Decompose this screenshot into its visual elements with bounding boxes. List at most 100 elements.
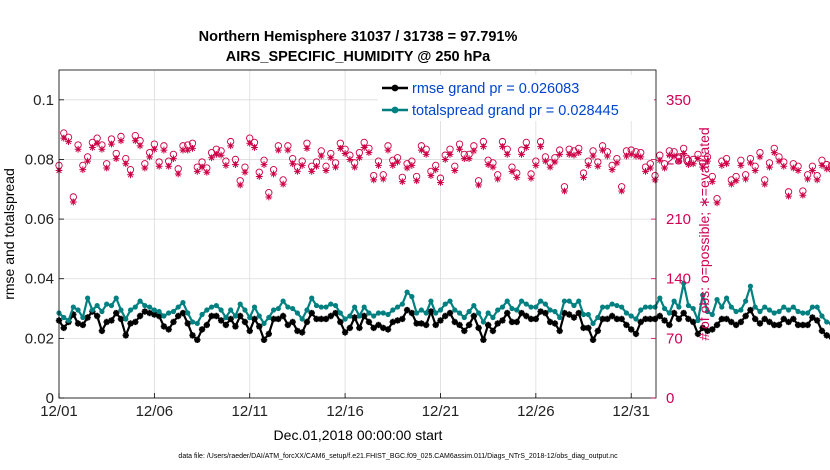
totalspread-point	[523, 301, 529, 307]
totalspread-point	[213, 302, 219, 309]
rmse-point	[556, 327, 563, 335]
rmse-point	[313, 315, 320, 323]
totalspread-point	[776, 308, 782, 315]
rmse-point	[375, 321, 382, 329]
rmse-point	[699, 324, 706, 332]
rmse-point	[189, 332, 196, 339]
rmse-point	[294, 327, 301, 335]
totalspread-point	[232, 313, 239, 319]
obs-evaluated-point	[575, 149, 583, 157]
rmse-point	[780, 315, 787, 323]
obs-evaluated-point	[198, 163, 206, 171]
totalspread-point	[366, 310, 372, 316]
rmse-point	[155, 312, 163, 320]
obs-evaluated-point	[532, 162, 540, 169]
totalspread-point	[819, 313, 825, 319]
totalspread-point	[571, 302, 577, 309]
obs-evaluated-point	[274, 146, 282, 154]
rmse-point	[270, 315, 277, 323]
obs-evaluated-point	[680, 150, 688, 157]
totalspread-point	[218, 307, 224, 313]
obs-evaluated-point	[179, 146, 187, 154]
totalspread-point	[399, 301, 405, 307]
obs-evaluated-point	[661, 164, 668, 172]
obs-evaluated-point	[346, 156, 354, 163]
totalspread-point	[275, 305, 281, 312]
totalspread-point	[771, 310, 777, 316]
totalspread-point	[542, 301, 548, 307]
totalspread-point	[151, 307, 157, 313]
rmse-point	[98, 327, 106, 335]
totalspread-point	[695, 317, 701, 324]
obs-evaluated-point	[246, 139, 254, 147]
x-tick-label: 12/21	[422, 403, 460, 420]
obs-evaluated-point	[313, 162, 320, 170]
rmse-point	[751, 315, 759, 323]
obs-evaluated-point	[227, 142, 235, 150]
obs-evaluated-point	[818, 162, 826, 169]
rmse-point	[222, 321, 230, 329]
obs-evaluated-point	[165, 162, 173, 170]
obs-evaluated-point	[561, 187, 568, 195]
rmse-point	[666, 321, 673, 329]
totalspread-point	[700, 292, 706, 298]
x-tick-label: 12/31	[612, 403, 650, 420]
totalspread-point	[633, 316, 639, 322]
obs-evaluated-point	[117, 137, 125, 145]
obs-evaluated-point	[518, 150, 525, 158]
totalspread-point	[676, 304, 682, 310]
rmse-point	[170, 318, 177, 326]
totalspread-point	[104, 301, 110, 307]
rmse-point	[737, 318, 745, 326]
obs-evaluated-point	[193, 167, 201, 175]
obs-evaluated-point	[289, 160, 297, 168]
totalspread-point	[280, 298, 286, 304]
rmse-point	[651, 315, 659, 323]
obs-evaluated-point	[494, 175, 502, 183]
rmse-point	[113, 309, 120, 317]
totalspread-point	[766, 307, 773, 313]
rmse-point	[742, 312, 749, 320]
totalspread-point	[752, 304, 758, 310]
rmse-point	[389, 318, 396, 326]
obs-evaluated-point	[632, 152, 640, 160]
totalspread-point	[690, 305, 696, 312]
totalspread-point	[490, 314, 496, 321]
obs-evaluated-point	[417, 146, 425, 154]
totalspread-point	[352, 304, 358, 310]
rmse-point	[527, 315, 535, 323]
rmse-point	[728, 318, 735, 326]
totalspread-point	[590, 320, 596, 327]
totalspread-point	[61, 314, 67, 321]
totalspread-point	[170, 308, 177, 315]
totalspread-point	[657, 295, 663, 301]
obs-evaluated-point	[699, 163, 707, 171]
rmse-point	[532, 315, 540, 323]
totalspread-point	[528, 304, 534, 310]
rmse-point	[260, 336, 268, 344]
obs-evaluated-point	[108, 140, 115, 148]
plot-frame	[58, 69, 657, 399]
obs-evaluated-point	[603, 152, 611, 160]
rmse-point	[661, 317, 668, 324]
obs-evaluated-point	[136, 142, 144, 150]
obs-evaluated-point	[60, 134, 68, 142]
chart-title-line1: Northern Hemisphere 31037 / 31738 = 97.7…	[199, 29, 518, 45]
totalspread-point	[638, 307, 644, 313]
y-tick-label: 0.02	[25, 330, 54, 347]
rmse-point	[279, 312, 287, 320]
obs-evaluated-point	[799, 191, 807, 199]
rmse-point	[704, 327, 711, 335]
totalspread-point	[94, 302, 100, 309]
obs-evaluated-point	[155, 162, 163, 170]
obs-evaluated-point	[69, 198, 77, 206]
rmse-point	[403, 306, 411, 314]
rmse-point	[465, 321, 473, 329]
obs-evaluated-point	[351, 163, 359, 171]
obs-evaluated-point	[103, 164, 111, 172]
totalspread-point	[204, 307, 210, 313]
rmse-point	[93, 312, 101, 320]
totalspread-point	[552, 308, 558, 315]
totalspread-point	[785, 307, 792, 313]
